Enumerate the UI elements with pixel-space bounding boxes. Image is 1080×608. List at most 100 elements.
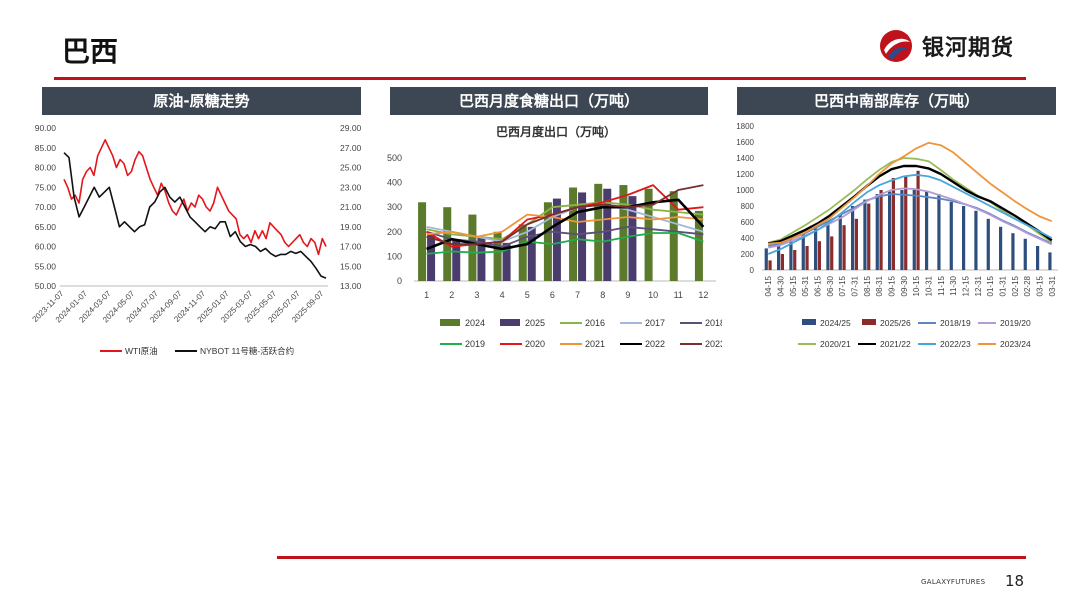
y-tick-label: 100 xyxy=(387,251,402,261)
galaxy-swoosh-icon xyxy=(880,30,912,62)
y-tick-label: 400 xyxy=(387,178,402,188)
bar-2024/25 xyxy=(949,202,953,270)
y-tick-label: 0 xyxy=(750,266,755,275)
legend-label: 2022 xyxy=(645,339,665,349)
bar-2024/25 xyxy=(974,210,978,270)
page-title: 巴西 xyxy=(62,35,119,68)
bar-2024/25 xyxy=(851,206,855,270)
bar-2025 xyxy=(427,234,436,281)
bar-2025/26 xyxy=(854,218,858,270)
y-left-tick-label: 50.00 xyxy=(35,281,57,291)
bar-2025/26 xyxy=(916,170,920,270)
x-tick-label: 09-30 xyxy=(900,275,909,296)
y-tick-label: 1400 xyxy=(736,154,754,163)
bar-2024/25 xyxy=(912,190,916,270)
bar-2024/25 xyxy=(925,191,929,270)
x-tick-label: 03-15 xyxy=(1036,275,1045,296)
bar-2024/25 xyxy=(937,194,941,270)
x-tick-label: 08-15 xyxy=(863,275,872,296)
series-line-1 xyxy=(63,152,327,279)
bar-2024 xyxy=(518,224,527,281)
x-tick-label: 08-31 xyxy=(875,275,884,296)
y-tick-label: 1200 xyxy=(736,170,754,179)
legend-label: 2023/24 xyxy=(1000,339,1031,349)
legend-label: 2019 xyxy=(465,339,485,349)
x-tick-label: 10-31 xyxy=(925,275,934,296)
y-left-tick-label: 85.00 xyxy=(35,143,57,153)
bar-2025 xyxy=(502,242,511,281)
x-tick-label: 7 xyxy=(575,290,580,300)
x-tick-label: 06-30 xyxy=(826,275,835,296)
x-tick-label: 2 xyxy=(449,290,454,300)
bar-2025/26 xyxy=(793,250,797,270)
x-tick-label: 8 xyxy=(600,290,605,300)
line-2020/21 xyxy=(767,157,1053,244)
y-tick-label: 300 xyxy=(387,202,402,212)
bar-2024 xyxy=(669,191,678,281)
y-tick-label: 200 xyxy=(741,250,755,259)
bar-2025 xyxy=(552,198,561,281)
panel-header-brazil-inventory: 巴西中南部库存（万吨） xyxy=(737,87,1056,115)
legend-label: 2017 xyxy=(645,318,665,328)
bar-2025/26 xyxy=(904,175,908,270)
bar-2025/26 xyxy=(805,246,809,270)
panel-header-brazil-export: 巴西月度食糖出口（万吨） xyxy=(390,87,708,115)
x-tick-label: 06-15 xyxy=(814,275,823,296)
bar-2025/26 xyxy=(830,236,834,270)
bar-2025 xyxy=(628,196,637,281)
y-right-tick-label: 15.00 xyxy=(340,261,362,271)
brazil-inventory-chart: 0 200 400 600 800 1000 1200 1400 1600 1800 04-15 04… xyxy=(736,122,1058,349)
bar-2025/26 xyxy=(879,190,883,270)
y-right-tick-label: 27.00 xyxy=(340,143,362,153)
bar-2024/25 xyxy=(838,214,842,270)
bar-2024/25 xyxy=(777,246,781,270)
bar-2024/25 xyxy=(1036,246,1040,270)
bar-2025 xyxy=(477,236,486,281)
x-tick-label: 3 xyxy=(474,290,479,300)
bar-2024/25 xyxy=(814,228,818,270)
line-2018/19 xyxy=(768,193,1053,247)
legend-label: NYBOT 11号糖-活跃合约 xyxy=(200,346,294,356)
top-rule xyxy=(54,77,1026,80)
bar-2024/25 xyxy=(986,218,990,270)
bar-2024/25 xyxy=(789,239,793,270)
bar-2024/25 xyxy=(1011,233,1015,270)
y-tick-label: 1000 xyxy=(736,186,754,195)
bar-2025/26 xyxy=(768,260,772,270)
bar-2024/25 xyxy=(962,206,966,270)
bar-2024/25 xyxy=(863,199,867,270)
y-right-tick-label: 21.00 xyxy=(340,202,362,212)
legend-label: 2022/23 xyxy=(940,339,971,349)
line-2020 xyxy=(426,184,704,248)
legend-swatch xyxy=(500,319,520,326)
bar-2024/25 xyxy=(826,222,830,270)
bar-2024 xyxy=(644,188,653,281)
legend-swatch xyxy=(862,319,876,325)
y-tick-label: 400 xyxy=(741,234,755,243)
x-tick-label: 03-31 xyxy=(1048,275,1057,296)
line-2022/23 xyxy=(767,173,1053,255)
x-tick-label: 11-30 xyxy=(949,275,958,295)
y-left-tick-label: 80.00 xyxy=(35,163,57,173)
bar-2025/26 xyxy=(891,178,895,270)
y-tick-label: 0 xyxy=(397,276,402,286)
x-tick-label: 9 xyxy=(625,290,630,300)
legend-swatch xyxy=(440,319,460,326)
x-tick-label: 02-15 xyxy=(1011,275,1020,296)
y-left-tick-label: 70.00 xyxy=(35,202,57,212)
x-tick-label: 5 xyxy=(525,290,530,300)
x-tick-label: 6 xyxy=(550,290,555,300)
y-right-tick-label: 19.00 xyxy=(340,222,362,232)
y-tick-label: 200 xyxy=(387,227,402,237)
legend-label: 2018/19 xyxy=(940,318,971,328)
x-tick-label: 07-15 xyxy=(838,275,847,296)
legend-label: 2024/25 xyxy=(820,318,851,328)
bar-2024 xyxy=(493,231,502,281)
y-left-tick-label: 65.00 xyxy=(35,222,57,232)
y-right-tick-label: 25.00 xyxy=(340,163,362,173)
series-line-0 xyxy=(63,138,327,256)
bar-2024/25 xyxy=(888,191,892,270)
chart-title: 巴西月度出口（万吨） xyxy=(496,124,616,139)
y-tick-label: 1600 xyxy=(736,138,754,147)
x-tick-label: 02-28 xyxy=(1023,275,1032,296)
